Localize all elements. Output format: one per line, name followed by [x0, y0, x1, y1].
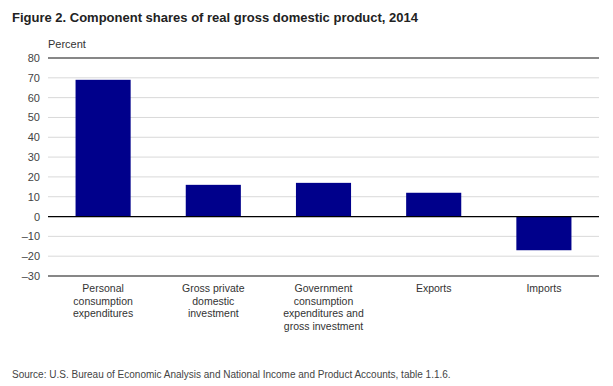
title: Figure 2. Component shares of real gross…: [12, 10, 419, 25]
bar: [186, 185, 241, 217]
x-tick-label-line: consumption: [294, 295, 354, 307]
bar: [76, 80, 131, 217]
grid-line: [48, 58, 599, 59]
x-tick-label-line: Gross private: [182, 282, 245, 294]
x-tick-label: Gross privatedomesticinvestment: [182, 282, 245, 319]
x-tick-label-line: Government: [295, 282, 353, 294]
range-bottom-line: [48, 276, 599, 277]
x-tick-label: Imports: [526, 282, 561, 294]
baseline: [48, 216, 599, 217]
grid-line: [48, 216, 599, 217]
y-tick-label: –30: [22, 270, 40, 282]
x-tick-label: Personalconsumptionexpenditures: [73, 282, 133, 319]
grid-line: [48, 77, 599, 78]
chart-container: Figure 2. Component shares of real gross…: [0, 0, 613, 386]
bar: [516, 217, 571, 251]
bar: [296, 183, 351, 217]
x-tick-label-line: Exports: [416, 282, 452, 294]
y-tick-label: 40: [28, 131, 40, 143]
range-top-line: [48, 58, 599, 59]
x-tick-label: Exports: [416, 282, 452, 294]
y-tick-label: 80: [28, 52, 40, 64]
y-tick-label: 50: [28, 111, 40, 123]
x-tick-label-line: Imports: [526, 282, 561, 294]
chart: Figure 2. Component shares of real gross…: [0, 0, 613, 386]
y-tick-label: 0: [34, 211, 40, 223]
grid-line: [48, 276, 599, 277]
x-tick-label-line: expenditures: [73, 307, 133, 319]
y-tick-label: 70: [28, 72, 40, 84]
bar: [406, 193, 461, 217]
y-tick-label: –10: [22, 230, 40, 242]
x-tick-label: Governmentconsumptionexpenditures andgro…: [283, 282, 364, 332]
y-tick-label: 60: [28, 92, 40, 104]
y-ticks: –30 –20 –10 0 10 20 30 40 50 60 70 80: [22, 52, 40, 282]
x-tick-label-line: expenditures and: [283, 307, 364, 319]
grid: [48, 58, 599, 276]
x-tick-labels: PersonalconsumptionexpendituresGross pri…: [73, 282, 561, 332]
x-tick-label-line: investment: [188, 307, 239, 319]
x-tick-label-line: gross investment: [284, 320, 363, 332]
y-tick-label: –20: [22, 250, 40, 262]
y-tick-label: 20: [28, 171, 40, 183]
bars: [76, 80, 572, 250]
x-tick-label-line: domestic: [192, 295, 234, 307]
grid-line: [48, 256, 599, 257]
y-tick-label: 10: [28, 191, 40, 203]
y-tick-label: 30: [28, 151, 40, 163]
source-note: Source: U.S. Bureau of Economic Analysis…: [12, 369, 451, 380]
x-tick-label-line: Personal: [82, 282, 123, 294]
x-tick-label-line: consumption: [73, 295, 133, 307]
y-axis-label: Percent: [48, 38, 86, 50]
